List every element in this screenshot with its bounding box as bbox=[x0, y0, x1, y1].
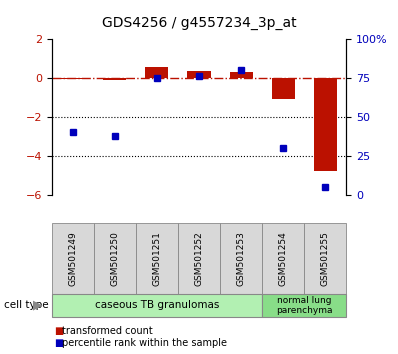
Bar bbox=[187, 71, 211, 78]
Bar bbox=[103, 78, 127, 80]
Text: GSM501252: GSM501252 bbox=[195, 231, 203, 286]
Text: normal lung
parenchyma: normal lung parenchyma bbox=[276, 296, 332, 315]
Text: GSM501253: GSM501253 bbox=[236, 231, 246, 286]
Text: GSM501250: GSM501250 bbox=[110, 231, 119, 286]
Text: GSM501255: GSM501255 bbox=[321, 231, 330, 286]
Text: ■: ■ bbox=[54, 338, 63, 348]
Text: ■: ■ bbox=[54, 326, 63, 336]
Text: GDS4256 / g4557234_3p_at: GDS4256 / g4557234_3p_at bbox=[101, 16, 297, 30]
Bar bbox=[145, 67, 168, 78]
Text: transformed count: transformed count bbox=[62, 326, 152, 336]
Bar bbox=[61, 78, 84, 79]
Text: cell type: cell type bbox=[4, 300, 49, 310]
Text: caseous TB granulomas: caseous TB granulomas bbox=[95, 300, 219, 310]
Text: GSM501251: GSM501251 bbox=[152, 231, 162, 286]
Bar bbox=[230, 72, 253, 78]
Bar bbox=[271, 78, 295, 99]
Text: GSM501254: GSM501254 bbox=[279, 231, 288, 286]
Bar bbox=[314, 78, 337, 171]
Text: percentile rank within the sample: percentile rank within the sample bbox=[62, 338, 227, 348]
Text: GSM501249: GSM501249 bbox=[68, 231, 77, 286]
Text: ▶: ▶ bbox=[33, 299, 43, 312]
